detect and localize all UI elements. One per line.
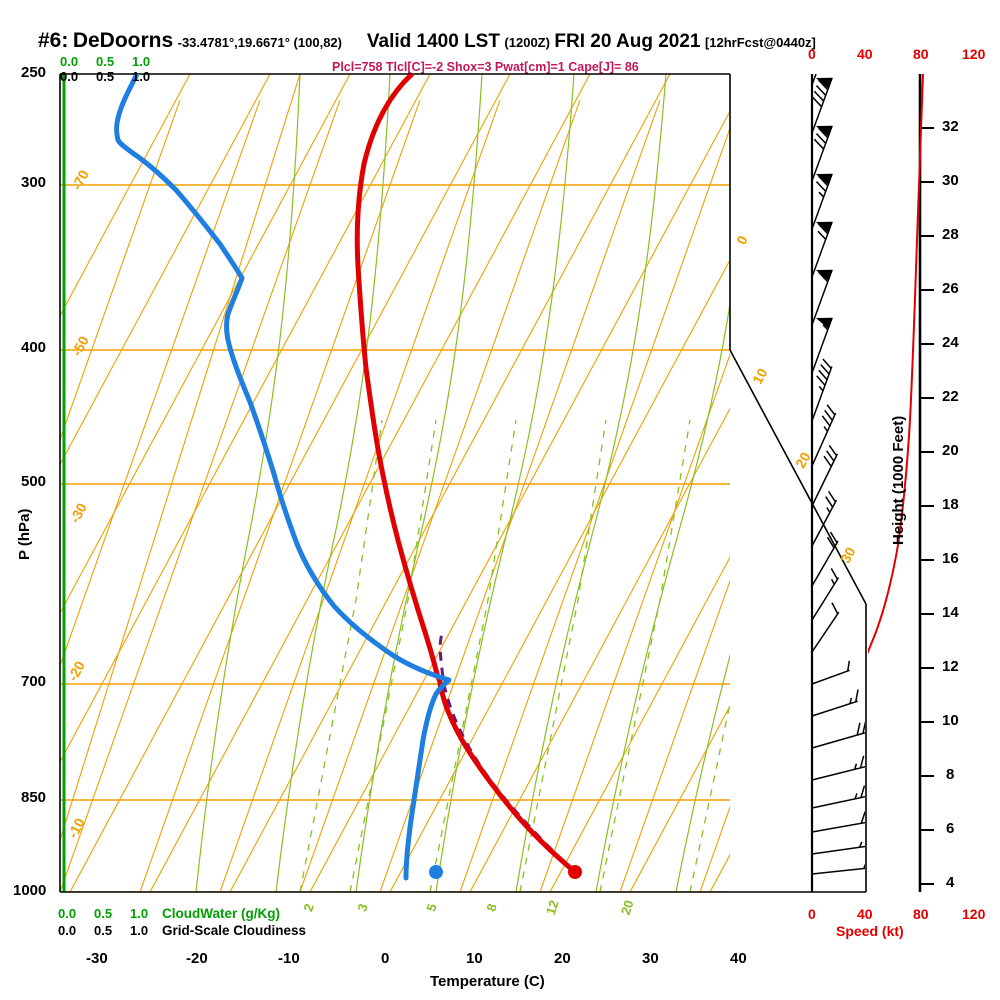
cloudiness-bottom-tick-2: 1.0 xyxy=(130,923,149,938)
surface-dewpoint-marker xyxy=(429,865,443,879)
forecast-tag: [12hrFcst@0440z] xyxy=(704,35,816,50)
height-tick-32: 32 xyxy=(942,118,959,135)
temperature-curve xyxy=(354,74,578,875)
cloudiness-top-tick-0: 0.0 xyxy=(60,69,79,84)
height-axis-label: Height (1000 Feet) xyxy=(890,415,907,545)
pressure-tick-850: 850 xyxy=(21,789,47,806)
skewt-frame xyxy=(59,73,867,893)
cloudiness-top-tick-2: 1.0 xyxy=(132,69,151,84)
speed-bottom-tick-120: 120 xyxy=(962,906,986,922)
temperature-tick-40: 40 xyxy=(730,950,747,967)
station-name: DeDoorns xyxy=(72,29,174,52)
cloudwater-bottom-tick-0: 0.0 xyxy=(58,906,77,921)
cloudwater-bottom-tick-2: 1.0 xyxy=(130,906,149,921)
height-tick-18: 18 xyxy=(942,496,959,513)
speed-bottom-tick-0: 0 xyxy=(808,906,816,922)
height-tick-24: 24 xyxy=(942,334,959,351)
height-tick-22: 22 xyxy=(942,388,959,405)
sounding-parameters: Plcl=758 Tlcl[C]=-2 Shox=3 Pwat[cm]=1 Ca… xyxy=(332,60,639,74)
temperature-tick-m20: -20 xyxy=(186,950,208,967)
cloudiness-bottom-tick-1: 0.5 xyxy=(94,923,113,938)
valid-time: Valid 1400 LST xyxy=(366,31,500,52)
height-tick-14: 14 xyxy=(942,604,959,621)
valid-date: FRI 20 Aug 2021 xyxy=(554,31,701,52)
temperature-tick-m10: -10 xyxy=(278,950,300,967)
height-tick-4: 4 xyxy=(946,874,955,891)
pressure-tick-1000: 1000 xyxy=(13,882,47,899)
wind-barbs xyxy=(811,74,865,875)
temperature-axis-label: Temperature (C) xyxy=(430,973,545,990)
header-line: #6: DeDoorns -33.4781°,19.6671° (100,82)… xyxy=(38,29,816,53)
pressure-tick-250: 250 xyxy=(21,64,47,81)
speed-bottom-tick-40: 40 xyxy=(857,906,873,922)
dewpoint-curve xyxy=(114,74,452,881)
cloudwater-top-tick-1: 0.5 xyxy=(96,54,115,69)
cloudwater-axis-label: CloudWater (g/Kg) xyxy=(162,906,280,921)
skewt-gridlines xyxy=(60,74,730,892)
speed-top-tick-40: 40 xyxy=(857,46,873,62)
pressure-tick-500: 500 xyxy=(21,473,47,490)
temperature-tick-30: 30 xyxy=(642,950,659,967)
speed-top-tick-120: 120 xyxy=(962,46,986,62)
pressure-tick-300: 300 xyxy=(21,174,47,191)
cloudwater-bottom-tick-1: 0.5 xyxy=(94,906,113,921)
temperature-tick-10: 10 xyxy=(466,950,483,967)
speed-top-tick-80: 80 xyxy=(913,46,929,62)
height-tick-28: 28 xyxy=(942,226,959,243)
height-tick-6: 6 xyxy=(946,820,955,837)
wind-speed-height-curve xyxy=(868,74,924,655)
station-coords: -33.4781°,19.6671° (100,82) xyxy=(177,35,342,50)
height-tick-30: 30 xyxy=(942,172,959,189)
pressure-axis-label: P (hPa) xyxy=(16,508,33,560)
temperature-tick-m30: -30 xyxy=(86,950,108,967)
height-tick-10: 10 xyxy=(942,712,959,729)
cloudiness-bottom-tick-0: 0.0 xyxy=(58,923,77,938)
cloudwater-top-tick-0: 0.0 xyxy=(60,54,79,69)
speed-axis-label: Speed (kt) xyxy=(836,923,904,939)
height-tick-8: 8 xyxy=(946,766,955,783)
temperature-tick-0: 0 xyxy=(381,950,390,967)
valid-time-utc: (1200Z) xyxy=(504,35,550,50)
height-tick-20: 20 xyxy=(942,442,959,459)
station-id: #6: xyxy=(38,29,69,52)
sounding-curves xyxy=(114,74,578,881)
cloudiness-top-tick-1: 0.5 xyxy=(96,69,115,84)
cloudiness-axis-label: Grid-Scale Cloudiness xyxy=(162,923,307,938)
height-tick-12: 12 xyxy=(942,658,959,675)
height-tick-16: 16 xyxy=(942,550,959,567)
temperature-tick-20: 20 xyxy=(554,950,571,967)
speed-top-tick-0: 0 xyxy=(808,46,816,62)
height-axis-ticks xyxy=(920,127,934,885)
height-tick-26: 26 xyxy=(942,280,959,297)
pressure-tick-700: 700 xyxy=(21,673,47,690)
surface-temperature-marker xyxy=(568,865,582,879)
pressure-tick-400: 400 xyxy=(21,339,47,356)
speed-bottom-tick-80: 80 xyxy=(913,906,929,922)
cloudwater-top-tick-2: 1.0 xyxy=(132,54,151,69)
